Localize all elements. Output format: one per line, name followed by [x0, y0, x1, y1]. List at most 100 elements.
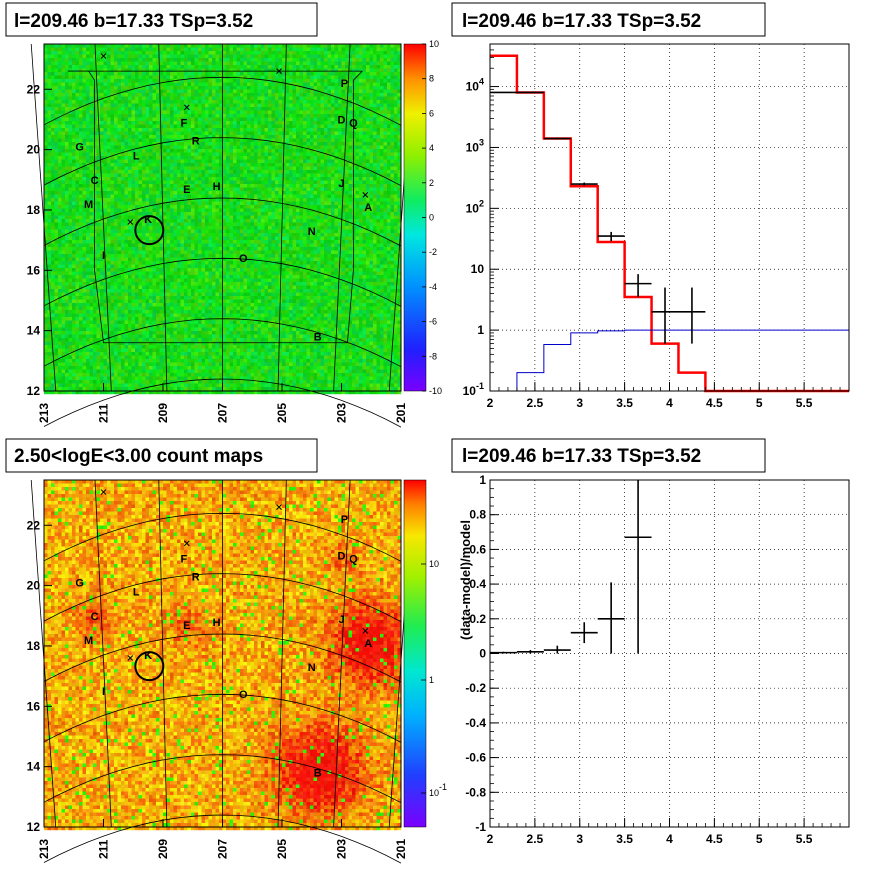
heatmap-cell — [125, 146, 129, 150]
heatmap-cell — [163, 191, 167, 195]
heatmap-cell — [195, 296, 199, 300]
heatmap-cell — [44, 90, 48, 94]
heatmap-cell — [90, 51, 94, 55]
heatmap-cell — [181, 153, 185, 157]
heatmap-cell — [104, 209, 108, 213]
heatmap-cell — [69, 286, 73, 290]
heatmap-cell — [181, 72, 185, 76]
heatmap-cell — [114, 384, 118, 388]
heatmap-cell — [170, 146, 174, 150]
heatmap-cell — [76, 160, 80, 164]
heatmap-cell — [184, 349, 188, 353]
heatmap-cell — [216, 338, 220, 342]
heatmap-cell — [114, 132, 118, 136]
heatmap-cell — [125, 163, 129, 167]
heatmap-cell — [198, 324, 202, 328]
heatmap-cell — [72, 205, 76, 209]
heatmap-cell — [167, 212, 171, 216]
heatmap-cell — [177, 387, 181, 391]
heatmap-cell — [69, 65, 73, 69]
heatmap-cell — [104, 48, 108, 52]
heatmap-cell — [198, 359, 202, 363]
heatmap-cell — [125, 307, 129, 311]
heatmap-cell — [212, 48, 216, 52]
heatmap-cell — [65, 58, 69, 62]
heatmap-cell — [156, 282, 160, 286]
heatmap-cell — [125, 104, 129, 108]
heatmap-cell — [79, 268, 83, 272]
heatmap-cell — [142, 331, 146, 335]
heatmap-cell — [121, 275, 125, 279]
heatmap-cell — [212, 342, 216, 346]
heatmap-cell — [93, 380, 97, 384]
heatmap-cell — [90, 377, 94, 381]
heatmap-cell — [83, 272, 87, 276]
heatmap-cell — [121, 303, 125, 307]
heatmap-cell — [72, 100, 76, 104]
heatmap-cell — [195, 202, 199, 206]
heatmap-cell — [97, 163, 101, 167]
heatmap-cell — [149, 300, 153, 304]
heatmap-cell — [62, 338, 66, 342]
heatmap-cell — [72, 342, 76, 346]
heatmap-cell — [114, 258, 118, 262]
heatmap-cell — [146, 237, 150, 241]
heatmap-cell — [111, 65, 115, 69]
heatmap-cell — [216, 226, 220, 230]
heatmap-cell — [174, 366, 178, 370]
heatmap-cell — [146, 303, 150, 307]
heatmap-cell — [163, 219, 167, 223]
heatmap-cell — [160, 247, 164, 251]
heatmap-cell — [72, 261, 76, 265]
heatmap-cell — [156, 373, 160, 377]
heatmap-cell — [188, 349, 192, 353]
heatmap-cell — [209, 338, 213, 342]
heatmap-cell — [128, 240, 132, 244]
heatmap-cell — [184, 219, 188, 223]
heatmap-cell — [216, 275, 220, 279]
heatmap-cell — [76, 335, 80, 339]
heatmap-cell — [167, 69, 171, 73]
heatmap-cell — [191, 230, 195, 234]
heatmap-cell — [153, 163, 157, 167]
heatmap-cell — [72, 300, 76, 304]
heatmap-cell — [188, 83, 192, 87]
heatmap-cell — [104, 370, 108, 374]
heatmap-cell — [202, 387, 206, 391]
heatmap-cell — [76, 72, 80, 76]
heatmap-cell — [97, 265, 101, 269]
heatmap-cell — [83, 230, 87, 234]
heatmap-cell — [146, 128, 150, 132]
heatmap-cell — [79, 296, 83, 300]
heatmap-cell — [86, 79, 90, 83]
heatmap-cell — [83, 289, 87, 293]
heatmap-cell — [198, 191, 202, 195]
heatmap-cell — [216, 359, 220, 363]
heatmap-cell — [83, 111, 87, 115]
heatmap-cell — [205, 125, 209, 129]
heatmap-cell — [184, 342, 188, 346]
heatmap-cell — [149, 363, 153, 367]
heatmap-cell — [163, 97, 167, 101]
heatmap-cell — [72, 247, 76, 251]
heatmap-cell — [167, 240, 171, 244]
heatmap-cell — [55, 345, 59, 349]
heatmap-cell — [191, 335, 195, 339]
heatmap-cell — [216, 86, 220, 90]
heatmap-cell — [104, 331, 108, 335]
heatmap-cell — [58, 384, 62, 388]
heatmap-cell — [79, 384, 83, 388]
heatmap-cell — [65, 296, 69, 300]
heatmap-cell — [114, 303, 118, 307]
heatmap-cell — [191, 97, 195, 101]
heatmap-cell — [142, 48, 146, 52]
heatmap-cell — [69, 359, 73, 363]
heatmap-cell — [48, 83, 52, 87]
heatmap-cell — [69, 261, 73, 265]
heatmap-cell — [177, 93, 181, 97]
heatmap-cell — [90, 153, 94, 157]
heatmap-cell — [205, 90, 209, 94]
heatmap-cell — [135, 62, 139, 66]
heatmap-cell — [104, 321, 108, 325]
heatmap-cell — [44, 356, 48, 360]
